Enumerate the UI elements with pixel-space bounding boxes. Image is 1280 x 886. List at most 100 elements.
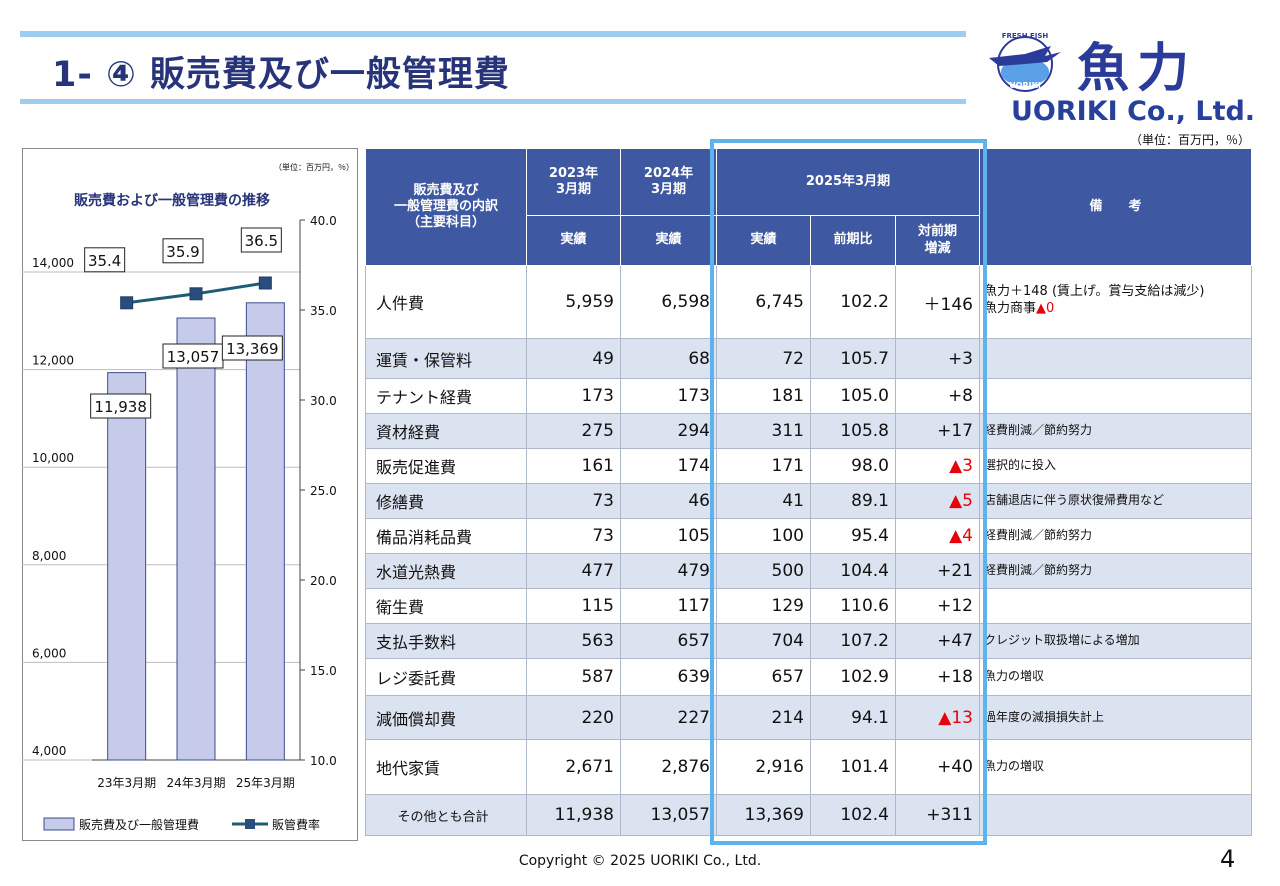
cell-note: 魚力の増収 [979,739,1252,795]
page-number: 4 [1220,845,1236,873]
cell-y2024: 13,057 [620,794,717,836]
note-text: 過年度の減損損失計上 [984,709,1105,724]
cell-item: レジ委託費 [365,658,527,696]
cell-yoy: 101.4 [810,739,896,795]
cell-item: 減価償却費 [365,695,527,740]
y-right-tick-label: 25.0 [310,484,337,498]
chart-unit-note: （単位：百万円，％） [274,163,354,172]
rate-marker [189,287,203,301]
cell-y2025: 657 [716,658,811,696]
company-logo: FRESH FISH UORIKI 魚力 UORIKI Co., Ltd. [985,22,1255,132]
y-right-tick-label: 10.0 [310,754,337,768]
bar-data-label: 13,057 [167,348,220,366]
note-text-2: 魚力商事▲0 [984,301,1245,318]
cell-diff: +8 [895,378,980,414]
cell-y2023: 73 [526,483,621,519]
cell-y2025: 41 [716,483,811,519]
cell-item: 水道光熱費 [365,553,527,589]
y-right-tick-label: 15.0 [310,664,337,678]
cell-y2024: 174 [620,448,717,484]
header-2023: 2023年 3月期 [526,148,621,216]
subheader-yoy: 前期比 [810,215,896,266]
cell-diff: +47 [895,623,980,659]
cell-diff: +40 [895,739,980,795]
x-tick-label: 25年3月期 [236,776,295,790]
cell-yoy: 89.1 [810,483,896,519]
logo-emblem-icon: FRESH FISH UORIKI [989,32,1061,92]
cell-y2023: 587 [526,658,621,696]
cell-y2024: 6,598 [620,265,717,339]
cell-y2023: 275 [526,413,621,449]
cell-y2024: 294 [620,413,717,449]
cell-y2023: 161 [526,448,621,484]
note-text: クレジット取扱増による増加 [984,633,1140,648]
header-item: 販売費及び 一般管理費の内訳 （主要科目） [365,148,527,266]
cell-note [979,338,1252,379]
cell-item: 衛生費 [365,588,527,624]
cell-diff: ＋146 [895,265,980,339]
y-right-tick-label: 35.0 [310,304,337,318]
table-row: その他とも合計 11,938 13,057 13,369 102.4 +311 [365,794,1252,836]
copyright-text: Copyright © 2025 UORIKI Co., Ltd. [518,853,762,869]
chart-title: 販売費および一般管理費の推移 [74,193,270,209]
cell-y2024: 479 [620,553,717,589]
cell-note: 過年度の減損損失計上 [979,695,1252,740]
logo-kanji: 魚力 [1077,38,1198,99]
copyright-footer: Copyright © 2025 UORIKI Co., Ltd. [0,853,1280,869]
cell-y2025: 181 [716,378,811,414]
rate-label-box [162,238,204,264]
logo-company-name: UORIKI Co., Ltd. [1011,96,1256,127]
cell-yoy: 104.4 [810,553,896,589]
cell-diff: ▲4 [895,518,980,554]
table-row: 運賃・保管料 49 68 72 105.7 +3 [365,338,1252,379]
y-left-tick-label: 10,000 [32,451,74,465]
table-row: 修繕費 73 46 41 89.1 ▲5 店舗退店に伴う原状復帰費用など [365,483,1252,519]
rate-data-label: 36.5 [245,232,278,250]
header-note: 備 考 [979,148,1252,266]
cell-note [979,378,1252,414]
note-text: 魚力の増収 [984,669,1045,684]
cell-y2023: 477 [526,553,621,589]
bar [245,302,285,761]
cell-y2024: 68 [620,338,717,379]
cell-y2024: 105 [620,518,717,554]
table-row: 販売促進費 161 174 171 98.0 ▲3 選択的に投入 [365,448,1252,484]
note-text: 店舗退店に伴う原状復帰費用など [984,493,1165,508]
cell-y2025: 311 [716,413,811,449]
cell-y2024: 227 [620,695,717,740]
cell-item: 販売促進費 [365,448,527,484]
cell-y2025: 214 [716,695,811,740]
subheader-actual-2025: 実績 [716,215,811,266]
cell-yoy: 110.6 [810,588,896,624]
cell-y2023: 173 [526,378,621,414]
cell-y2024: 117 [620,588,717,624]
table-row: 支払手数料 563 657 704 107.2 +47 クレジット取扱増による増加 [365,623,1252,659]
legend-bar-label: 販売費及び一般管理費 [79,817,199,832]
cell-yoy: 95.4 [810,518,896,554]
cell-diff: +17 [895,413,980,449]
x-tick-label: 24年3月期 [167,776,226,790]
y-left-tick-label: 6,000 [32,646,66,660]
cell-item: 修繕費 [365,483,527,519]
cell-yoy: 102.2 [810,265,896,339]
cell-note: 経費削減／節約努力 [979,553,1252,589]
rate-label-box [84,247,126,273]
sga-trend-chart: 4,000 6,000 8,000 10,000 12,000 14,000 10.0 15.… [22,214,337,832]
bar [176,317,216,761]
cell-y2023: 5,959 [526,265,621,339]
header-2025: 2025年3月期 [716,148,980,216]
cell-diff: +311 [895,794,980,836]
note-text: 魚力の増収 [984,759,1045,774]
cell-note: 選択的に投入 [979,448,1252,484]
cell-diff: ▲3 [895,448,980,484]
cell-y2025: 500 [716,553,811,589]
table-unit-note: （単位：百万円，％） [1129,133,1250,147]
cell-diff: +12 [895,588,980,624]
cell-diff: ▲5 [895,483,980,519]
cell-note [979,588,1252,624]
cell-y2023: 73 [526,518,621,554]
header-rule-top [20,31,966,37]
subheader-actual-2024: 実績 [620,215,717,266]
cell-note: 経費削減／節約努力 [979,413,1252,449]
legend-line-label: 販管費率 [272,817,320,832]
